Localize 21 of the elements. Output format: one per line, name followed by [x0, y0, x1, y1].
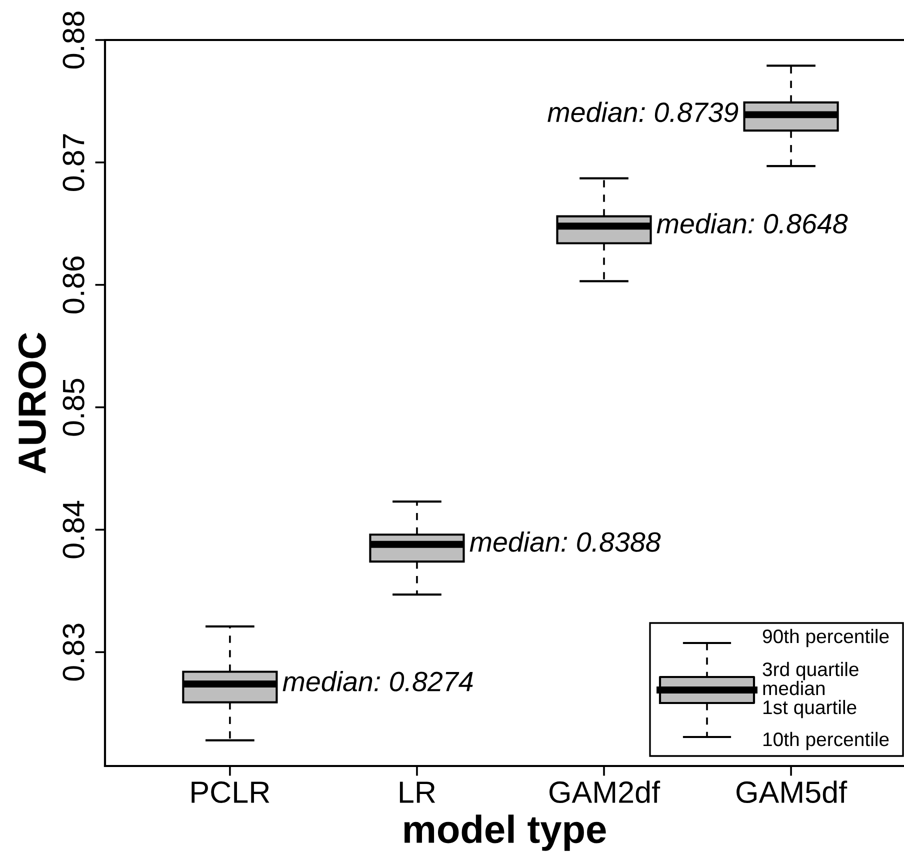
x-axis-title: model type — [404, 814, 606, 851]
annotation: median: 0.8274 — [282, 671, 473, 692]
annotation: median: 0.8388 — [470, 531, 661, 552]
annotation: median — [763, 680, 825, 696]
annotation: 90th percentile — [762, 628, 889, 648]
y-tick-label: 0.88 — [62, 12, 84, 69]
annotation: median: 0.8739 — [548, 102, 738, 122]
annotation: 1st quartile — [763, 700, 856, 718]
y-tick-label: 0.84 — [62, 500, 84, 558]
x-tick-label: PCLR — [192, 781, 270, 804]
x-tick-label: LR — [400, 782, 436, 803]
annotation: median: 0.8648 — [656, 213, 848, 234]
y-axis-title: AUROC — [18, 332, 46, 474]
annotation: 10th percentile — [763, 732, 889, 750]
y-tick-label: 0.85 — [62, 378, 84, 436]
y-tick-label: 0.83 — [62, 624, 84, 681]
annotation: 3rd quartile — [762, 662, 858, 680]
y-tick-label: 0.87 — [62, 134, 84, 191]
x-tick-label: GAM5df — [736, 780, 848, 804]
x-tick-label: GAM2df — [550, 780, 660, 804]
y-tick-label: 0.86 — [62, 256, 84, 314]
